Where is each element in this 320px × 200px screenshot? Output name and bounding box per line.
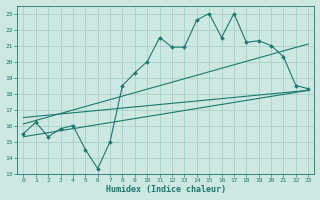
X-axis label: Humidex (Indice chaleur): Humidex (Indice chaleur): [106, 185, 226, 194]
